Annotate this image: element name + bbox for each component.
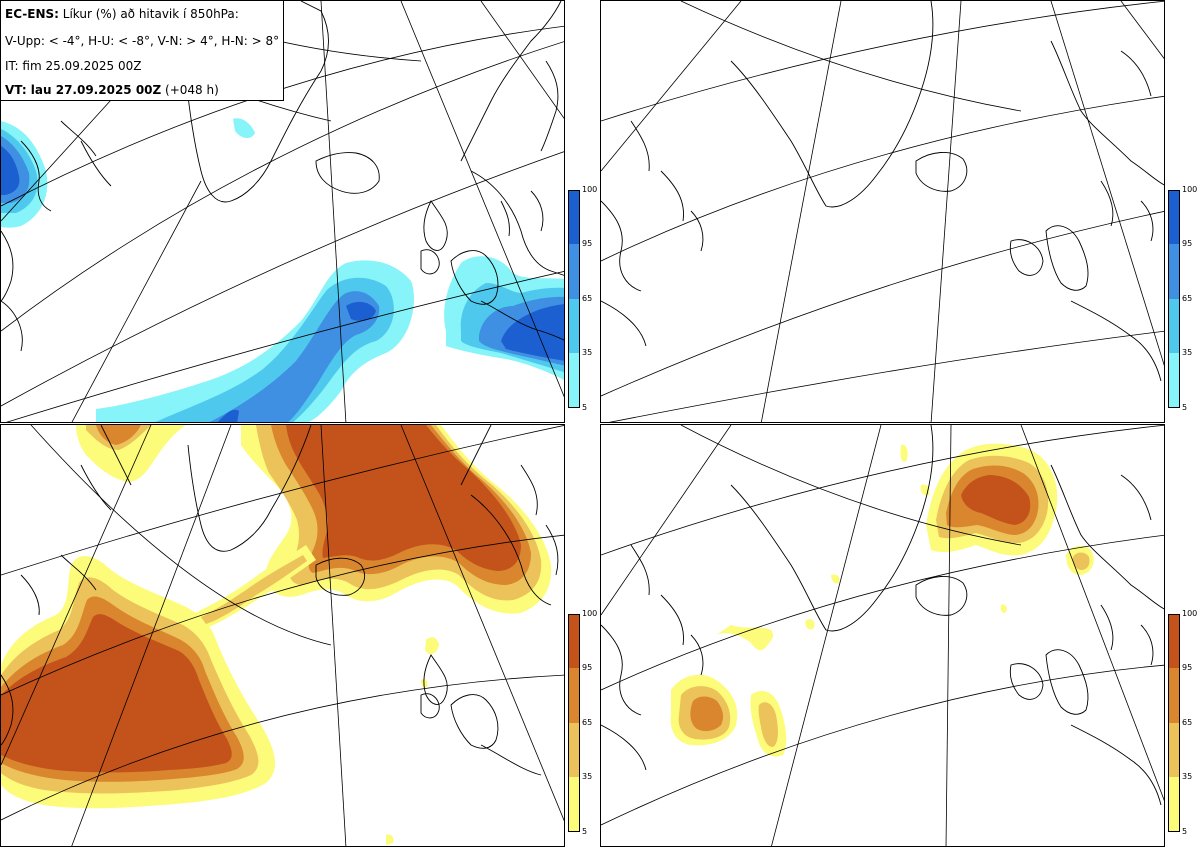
description-label: Líkur (%) að hitavik í 850hPa: [62, 7, 239, 21]
map-panel-upper-left: EC-ENS: Líkur (%) að hitavik í 850hPa: V… [0, 0, 565, 423]
map-panel-lower-right [600, 424, 1165, 847]
title-line-1: EC-ENS: Líkur (%) að hitavik í 850hPa: [5, 7, 239, 21]
map-lower-right [601, 425, 1164, 846]
colorbar-frame [1168, 190, 1180, 408]
colorbar-frame [568, 190, 580, 408]
graticule [601, 1, 1164, 422]
colorbar-upper-right: 100 95 65 35 5 [1168, 186, 1200, 412]
colorbar-tick: 100 [1182, 185, 1198, 194]
probability-field [670, 443, 1094, 757]
graticule [1, 425, 564, 846]
colorbar-tick: 5 [1182, 827, 1188, 836]
coastlines [1, 425, 559, 776]
map-upper-right [601, 1, 1164, 422]
colorbar-lower-left: 100 95 65 35 5 [568, 610, 608, 836]
colorbar-tick: 5 [582, 827, 588, 836]
colorbar-tick: 95 [582, 239, 593, 248]
valid-time-label: VT: lau 27.09.2025 00Z [5, 83, 162, 97]
colorbar-tick: 95 [1182, 239, 1193, 248]
colorbar-tick: 65 [1182, 718, 1193, 727]
probability-field [1, 425, 552, 845]
lead-time-label: (+048 h) [165, 83, 219, 97]
coastlines [601, 425, 1164, 806]
colorbar-tick: 35 [1182, 772, 1193, 781]
colorbar-frame [1168, 614, 1180, 832]
colorbar-tick: 65 [582, 294, 593, 303]
colorbar-tick: 95 [582, 663, 593, 672]
map-lower-left [1, 425, 564, 846]
colorbar-tick: 95 [1182, 663, 1193, 672]
colorbar-tick: 5 [582, 403, 588, 412]
graticule [601, 425, 1164, 846]
colorbar-lower-right: 100 95 65 35 5 [1168, 610, 1200, 836]
colorbar-tick: 65 [582, 718, 593, 727]
colorbar-tick: 100 [582, 609, 598, 618]
coastlines [601, 1, 1164, 382]
map-panel-lower-left [0, 424, 565, 847]
colorbar-tick: 35 [1182, 348, 1193, 357]
colorbar-tick: 35 [582, 772, 593, 781]
model-label: EC-ENS: [5, 7, 59, 21]
criteria-label: V-Upp: < -4°, H-U: < -8°, V-N: > 4°, H-N… [5, 34, 280, 48]
probability-field [1, 118, 564, 422]
colorbar-frame [568, 614, 580, 832]
title-line-4: VT: lau 27.09.2025 00Z (+048 h) [5, 83, 219, 97]
title-box: EC-ENS: Líkur (%) að hitavik í 850hPa: V… [1, 1, 284, 101]
colorbar-tick: 35 [582, 348, 593, 357]
colorbar-tick: 65 [1182, 294, 1193, 303]
colorbar-tick: 5 [1182, 403, 1188, 412]
map-panel-upper-right [600, 0, 1165, 423]
colorbar-tick: 100 [582, 185, 598, 194]
initial-time-label: IT: fim 25.09.2025 00Z [5, 59, 142, 73]
coastlines [1, 1, 564, 352]
colorbar-upper-left: 100 95 65 35 5 [568, 186, 608, 412]
colorbar-tick: 100 [1182, 609, 1198, 618]
